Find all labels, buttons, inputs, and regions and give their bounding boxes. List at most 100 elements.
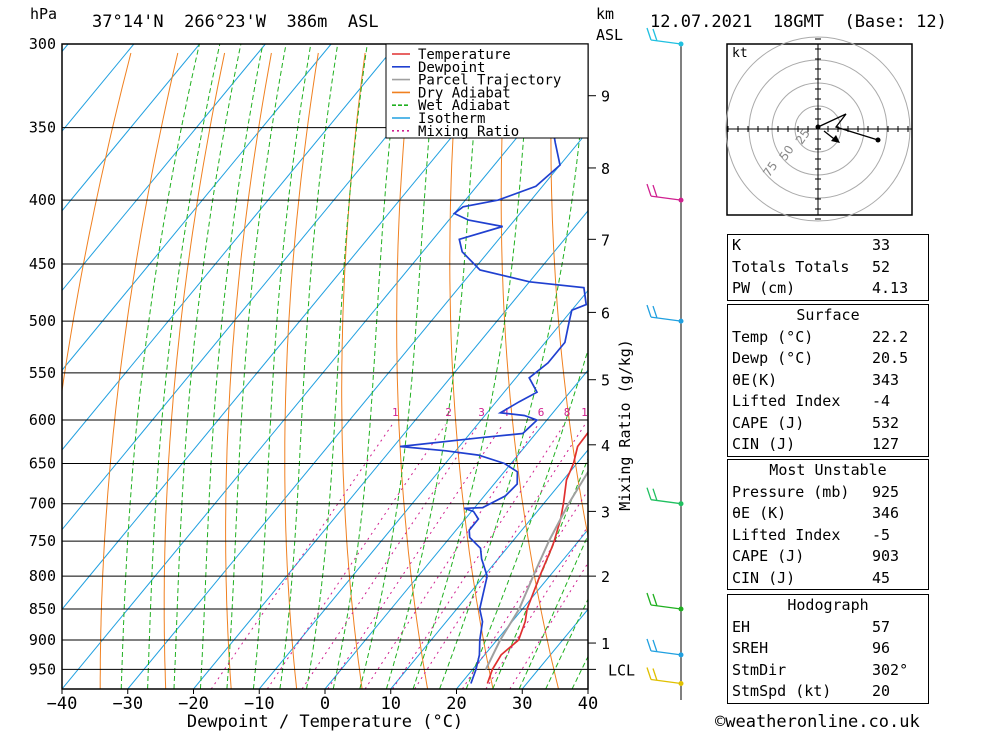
asl-label: ASL [596, 26, 623, 44]
row-value: 346 [872, 504, 900, 522]
surface-row: θE(K) 343 [728, 370, 928, 392]
mixing-ratio-line [364, 424, 539, 689]
copyright: ©weatheronline.co.uk [715, 712, 920, 732]
row-value: 20 [872, 682, 891, 700]
mixing-ratio-tick-label: 8 [564, 406, 571, 419]
row-label: θE (K) [732, 504, 787, 522]
dry-adiabat-line [99, 52, 179, 689]
dry-adiabat-line [341, 52, 366, 689]
row-value: 127 [872, 435, 900, 453]
mixing-ratio-line [392, 424, 565, 689]
height-tick-label: 5 [601, 372, 610, 390]
wind-barb [646, 667, 682, 685]
isotherm-line [62, 44, 464, 531]
row-value: 57 [872, 617, 891, 636]
hodograph-point [815, 124, 821, 130]
x-tick-label: −20 [178, 694, 209, 714]
mixing-ratio-tick-label: 20 [648, 406, 661, 419]
x-tick-label: 10 [381, 694, 401, 714]
dry-adiabat-line [599, 53, 689, 689]
pressure-tick-label: 850 [29, 600, 56, 618]
wet-adiabat-line [147, 44, 221, 689]
mixing-ratio-line [327, 424, 504, 689]
hodograph-table-title: Hodograph [787, 596, 869, 614]
hodograph-table: Hodograph EH 57 SREH 96 StmDir 302° StmSpd … [727, 594, 929, 704]
row-label: Pressure (mb) [732, 482, 850, 501]
km-label: km [596, 5, 614, 23]
location-title: 37°14'N 266°23'W 386m ASL [92, 12, 379, 32]
x-tick-label: 30 [512, 694, 532, 714]
index-row-tt: Totals Totals 52 [728, 257, 928, 279]
index-value: 33 [872, 236, 891, 254]
dry-adiabat-line [284, 52, 319, 689]
isotherm-line [390, 449, 588, 689]
dry-adiabat-line [62, 52, 132, 395]
row-value: 532 [872, 413, 900, 432]
wet-adiabat-line [385, 44, 482, 689]
row-label: CAPE (J) [732, 413, 805, 432]
surface-table: Surface Temp (°C) 22.2 Dewp (°C) 20.5 θE(K… [727, 304, 929, 457]
legend-entry-label: Wet Adiabat [418, 98, 511, 114]
isotherm-line [193, 210, 588, 689]
mu-row: CAPE (J) 903 [728, 546, 928, 568]
most-unstable-table: Most Unstable Pressure (mb) 925 θE (K) 346… [727, 459, 929, 590]
x-tick-label: −30 [112, 694, 143, 714]
mixing-ratio-line [485, 525, 588, 689]
hodo-row: StmSpd (kt) 20 [728, 681, 928, 703]
hodograph-unit-label: kt [732, 46, 748, 61]
isotherm-line [62, 44, 201, 212]
mixing-ratio-axis-label: Mixing Ratio (g/kg) [616, 339, 634, 511]
pressure-tick-label: 700 [29, 495, 56, 513]
mixing-ratio-line [210, 424, 393, 689]
height-tick-label: 8 [601, 160, 610, 178]
hodo-row: EH 57 [728, 617, 928, 639]
temperature-line [486, 431, 588, 684]
dry-adiabat-line [449, 52, 494, 689]
height-tick-label: 1 [601, 635, 610, 653]
row-value: 903 [872, 547, 900, 565]
wind-barb [646, 183, 682, 201]
index-label: K [732, 236, 742, 254]
height-tick-label: 4 [601, 437, 610, 455]
mixing-ratio-line [266, 424, 446, 689]
isotherm-line [62, 44, 332, 371]
pressure-tick-label: 800 [29, 567, 56, 585]
wind-barb [646, 592, 682, 610]
hodograph-point [875, 137, 881, 143]
indices-table: K 33 Totals Totals 52 PW (cm) 4.13 [727, 234, 929, 301]
wet-adiabat-line [199, 44, 264, 689]
mu-row: CIN (J) 45 [728, 568, 928, 590]
isotherm-line [258, 289, 588, 689]
legend-entry-label: Parcel Trajectory [418, 73, 561, 89]
parcel-trajectory-line [484, 470, 588, 670]
height-tick-label: LCL [608, 661, 635, 679]
mixing-ratio-line [509, 562, 588, 689]
x-axis-label: Dewpoint / Temperature (°C) [187, 712, 463, 732]
row-label: Temp (°C) [732, 327, 814, 346]
pressure-tick-label: 550 [29, 364, 56, 382]
wet-adiabat-line [492, 457, 588, 689]
hodo-row: StmDir 302° [728, 660, 928, 682]
height-tick-label: 7 [601, 231, 610, 249]
wet-adiabat-line [173, 44, 242, 689]
wet-adiabat-line [306, 44, 368, 689]
isotherm-line [324, 369, 588, 689]
height-axis: 1 2 3 4 5 6 7 8 9 LCL [588, 27, 684, 700]
row-label: θE(K) [732, 370, 778, 389]
mixing-ratio-tick-label: 2 [445, 406, 452, 419]
row-label: Lifted Index [732, 392, 841, 410]
x-tick-label: −40 [47, 694, 78, 714]
dewpoint-line [400, 44, 588, 684]
mixing-ratio-line [461, 489, 588, 689]
mixing-ratio-line [301, 424, 479, 689]
wet-adiabat-line [412, 44, 532, 689]
dry-adiabat-line [225, 52, 272, 689]
height-tick-label: 3 [601, 503, 610, 521]
index-row-k: K 33 [728, 235, 928, 257]
pressure-tick-label: 950 [29, 660, 56, 678]
wet-adiabat-line [332, 44, 401, 689]
legend-entry-label: Isotherm [418, 111, 485, 127]
pressure-tick-label: 500 [29, 312, 56, 330]
isotherm-line [62, 44, 398, 451]
